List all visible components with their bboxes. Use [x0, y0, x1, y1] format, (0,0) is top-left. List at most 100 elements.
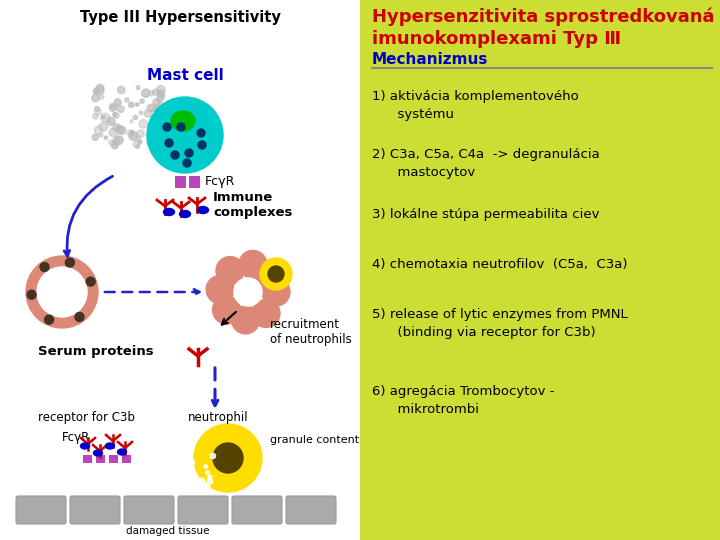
Circle shape: [149, 91, 154, 96]
Circle shape: [117, 106, 124, 112]
Circle shape: [157, 95, 163, 102]
Circle shape: [116, 125, 124, 133]
FancyBboxPatch shape: [16, 496, 66, 524]
FancyBboxPatch shape: [232, 496, 282, 524]
Circle shape: [130, 120, 133, 123]
Circle shape: [125, 98, 129, 102]
Text: receptor for C3b: receptor for C3b: [38, 411, 135, 424]
Circle shape: [239, 251, 267, 279]
Circle shape: [109, 104, 117, 111]
Circle shape: [114, 99, 121, 106]
Text: imunokomplexami Typ Ⅲ: imunokomplexami Typ Ⅲ: [372, 30, 621, 48]
FancyBboxPatch shape: [109, 455, 117, 462]
Circle shape: [156, 117, 159, 120]
Circle shape: [183, 159, 191, 167]
Circle shape: [93, 113, 98, 119]
Circle shape: [158, 102, 163, 109]
Text: Hypersenzitivita sprostredkovaná: Hypersenzitivita sprostredkovaná: [372, 8, 714, 26]
Circle shape: [177, 483, 181, 487]
Circle shape: [232, 306, 259, 334]
Circle shape: [117, 86, 125, 93]
Circle shape: [194, 478, 198, 483]
Circle shape: [174, 454, 177, 458]
Circle shape: [111, 142, 118, 149]
Circle shape: [148, 104, 155, 112]
Circle shape: [252, 300, 280, 327]
Circle shape: [75, 313, 84, 321]
Circle shape: [95, 86, 104, 94]
Ellipse shape: [171, 111, 195, 131]
Ellipse shape: [197, 206, 209, 213]
Text: 4) chemotaxia neutrofilov  (C5a,  C3a): 4) chemotaxia neutrofilov (C5a, C3a): [372, 258, 628, 271]
Circle shape: [107, 117, 115, 125]
Circle shape: [194, 424, 262, 492]
Circle shape: [152, 474, 159, 481]
Circle shape: [204, 487, 211, 493]
Circle shape: [184, 462, 192, 469]
Circle shape: [95, 106, 99, 111]
Circle shape: [139, 119, 148, 128]
Ellipse shape: [179, 211, 191, 218]
Circle shape: [197, 129, 205, 137]
Circle shape: [113, 138, 120, 145]
Text: 2) C3a, C5a, C4a  -> degranulácia
      mastocytov: 2) C3a, C5a, C4a -> degranulácia mastocy…: [372, 148, 600, 179]
FancyBboxPatch shape: [189, 176, 199, 187]
FancyBboxPatch shape: [124, 496, 174, 524]
Circle shape: [185, 484, 192, 491]
Circle shape: [113, 112, 117, 116]
Circle shape: [113, 124, 120, 131]
Circle shape: [37, 267, 87, 317]
Circle shape: [156, 85, 165, 94]
Circle shape: [137, 130, 144, 137]
Circle shape: [145, 110, 152, 117]
Text: granule content: granule content: [270, 435, 359, 445]
FancyBboxPatch shape: [178, 496, 228, 524]
Circle shape: [109, 140, 113, 145]
Circle shape: [234, 278, 262, 306]
Circle shape: [130, 131, 134, 134]
Circle shape: [118, 127, 126, 134]
Circle shape: [179, 482, 186, 489]
Circle shape: [40, 262, 49, 272]
Circle shape: [205, 483, 210, 487]
Text: FcγR: FcγR: [62, 430, 90, 443]
Circle shape: [186, 483, 189, 487]
Circle shape: [26, 256, 98, 328]
Circle shape: [147, 97, 223, 173]
Circle shape: [201, 484, 207, 490]
Circle shape: [92, 134, 99, 140]
Circle shape: [146, 140, 152, 145]
Text: 6) agregácia Trombocytov -
      mikrotrombi: 6) agregácia Trombocytov - mikrotrombi: [372, 385, 554, 416]
Text: Mast cell: Mast cell: [147, 68, 223, 83]
Circle shape: [157, 477, 163, 484]
Circle shape: [136, 86, 140, 90]
Circle shape: [114, 113, 119, 118]
Circle shape: [99, 123, 108, 131]
Circle shape: [135, 103, 139, 106]
Circle shape: [181, 469, 189, 477]
Text: FcγR: FcγR: [205, 174, 235, 187]
Circle shape: [164, 481, 170, 487]
Circle shape: [256, 260, 284, 288]
Circle shape: [168, 478, 175, 485]
Circle shape: [135, 145, 139, 148]
Circle shape: [158, 454, 162, 458]
Circle shape: [198, 484, 204, 491]
FancyBboxPatch shape: [286, 496, 336, 524]
Circle shape: [210, 453, 215, 458]
Circle shape: [163, 123, 171, 131]
Circle shape: [153, 99, 160, 106]
Circle shape: [171, 151, 179, 159]
Circle shape: [133, 141, 140, 147]
Circle shape: [96, 84, 104, 92]
Circle shape: [158, 90, 164, 97]
Circle shape: [152, 478, 158, 484]
Circle shape: [94, 108, 102, 115]
Circle shape: [212, 296, 240, 324]
Circle shape: [140, 99, 144, 104]
Circle shape: [142, 89, 150, 97]
Text: 3) lokálne stúpa permeabilita ciev: 3) lokálne stúpa permeabilita ciev: [372, 208, 600, 221]
Circle shape: [167, 474, 174, 480]
Circle shape: [112, 141, 118, 148]
Circle shape: [198, 478, 205, 485]
